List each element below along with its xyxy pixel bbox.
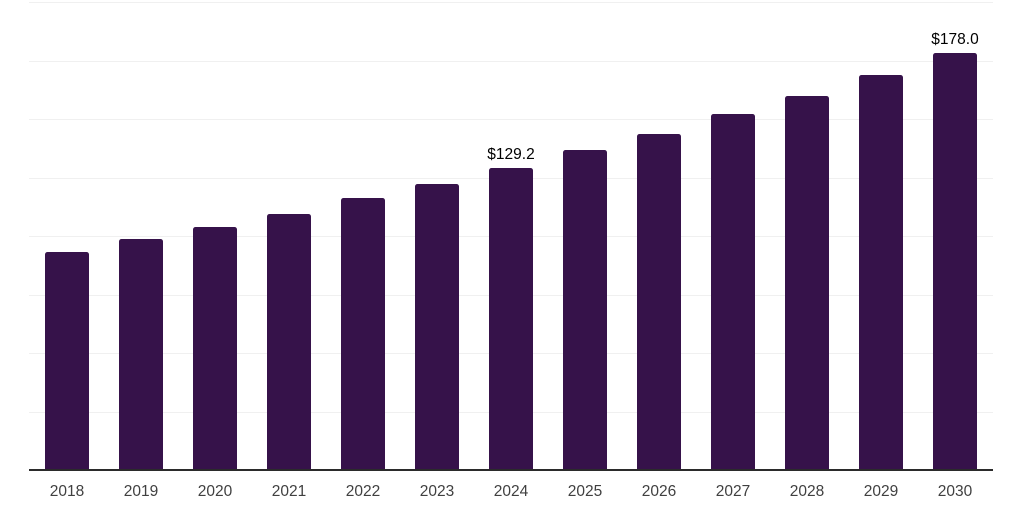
x-tick-2027: 2027	[715, 483, 751, 500]
bar-2020	[193, 226, 237, 470]
bar-2023	[415, 184, 459, 470]
bar-2019	[119, 239, 163, 470]
gridline-150	[29, 119, 993, 120]
x-axis-line	[29, 469, 993, 471]
bar-2018	[45, 251, 89, 470]
x-tick-2019: 2019	[123, 483, 159, 500]
x-tick-2029: 2029	[863, 483, 899, 500]
bar-2022	[341, 198, 385, 470]
bar-2030	[933, 53, 977, 470]
bar-2029	[859, 75, 903, 470]
gridline-175	[29, 60, 993, 62]
gridline-200	[29, 2, 993, 3]
x-tick-2028: 2028	[789, 483, 825, 500]
x-tick-2030: 2030	[937, 483, 973, 500]
x-tick-2024: 2024	[493, 483, 529, 500]
bar-2026	[637, 134, 681, 470]
x-tick-2025: 2025	[567, 483, 603, 500]
x-tick-2018: 2018	[49, 483, 85, 500]
x-tick-2021: 2021	[271, 483, 307, 500]
data-label-2030: $178.0	[931, 31, 979, 49]
x-tick-2026: 2026	[641, 483, 677, 500]
x-axis: 2018 2019 2020 2021 2022 2023 2024 2025 2026 2027…	[29, 482, 993, 504]
bar-2027	[711, 114, 755, 470]
bar-2025	[563, 150, 607, 470]
bar-2028	[785, 96, 829, 470]
x-tick-2023: 2023	[419, 483, 455, 500]
bar-2024	[489, 167, 533, 470]
x-tick-2022: 2022	[345, 483, 381, 500]
plot-area: $129.2 $178.0	[29, 2, 993, 471]
data-label-2024: $129.2	[487, 145, 535, 163]
x-tick-2020: 2020	[197, 483, 233, 500]
bar-2021	[267, 214, 311, 470]
